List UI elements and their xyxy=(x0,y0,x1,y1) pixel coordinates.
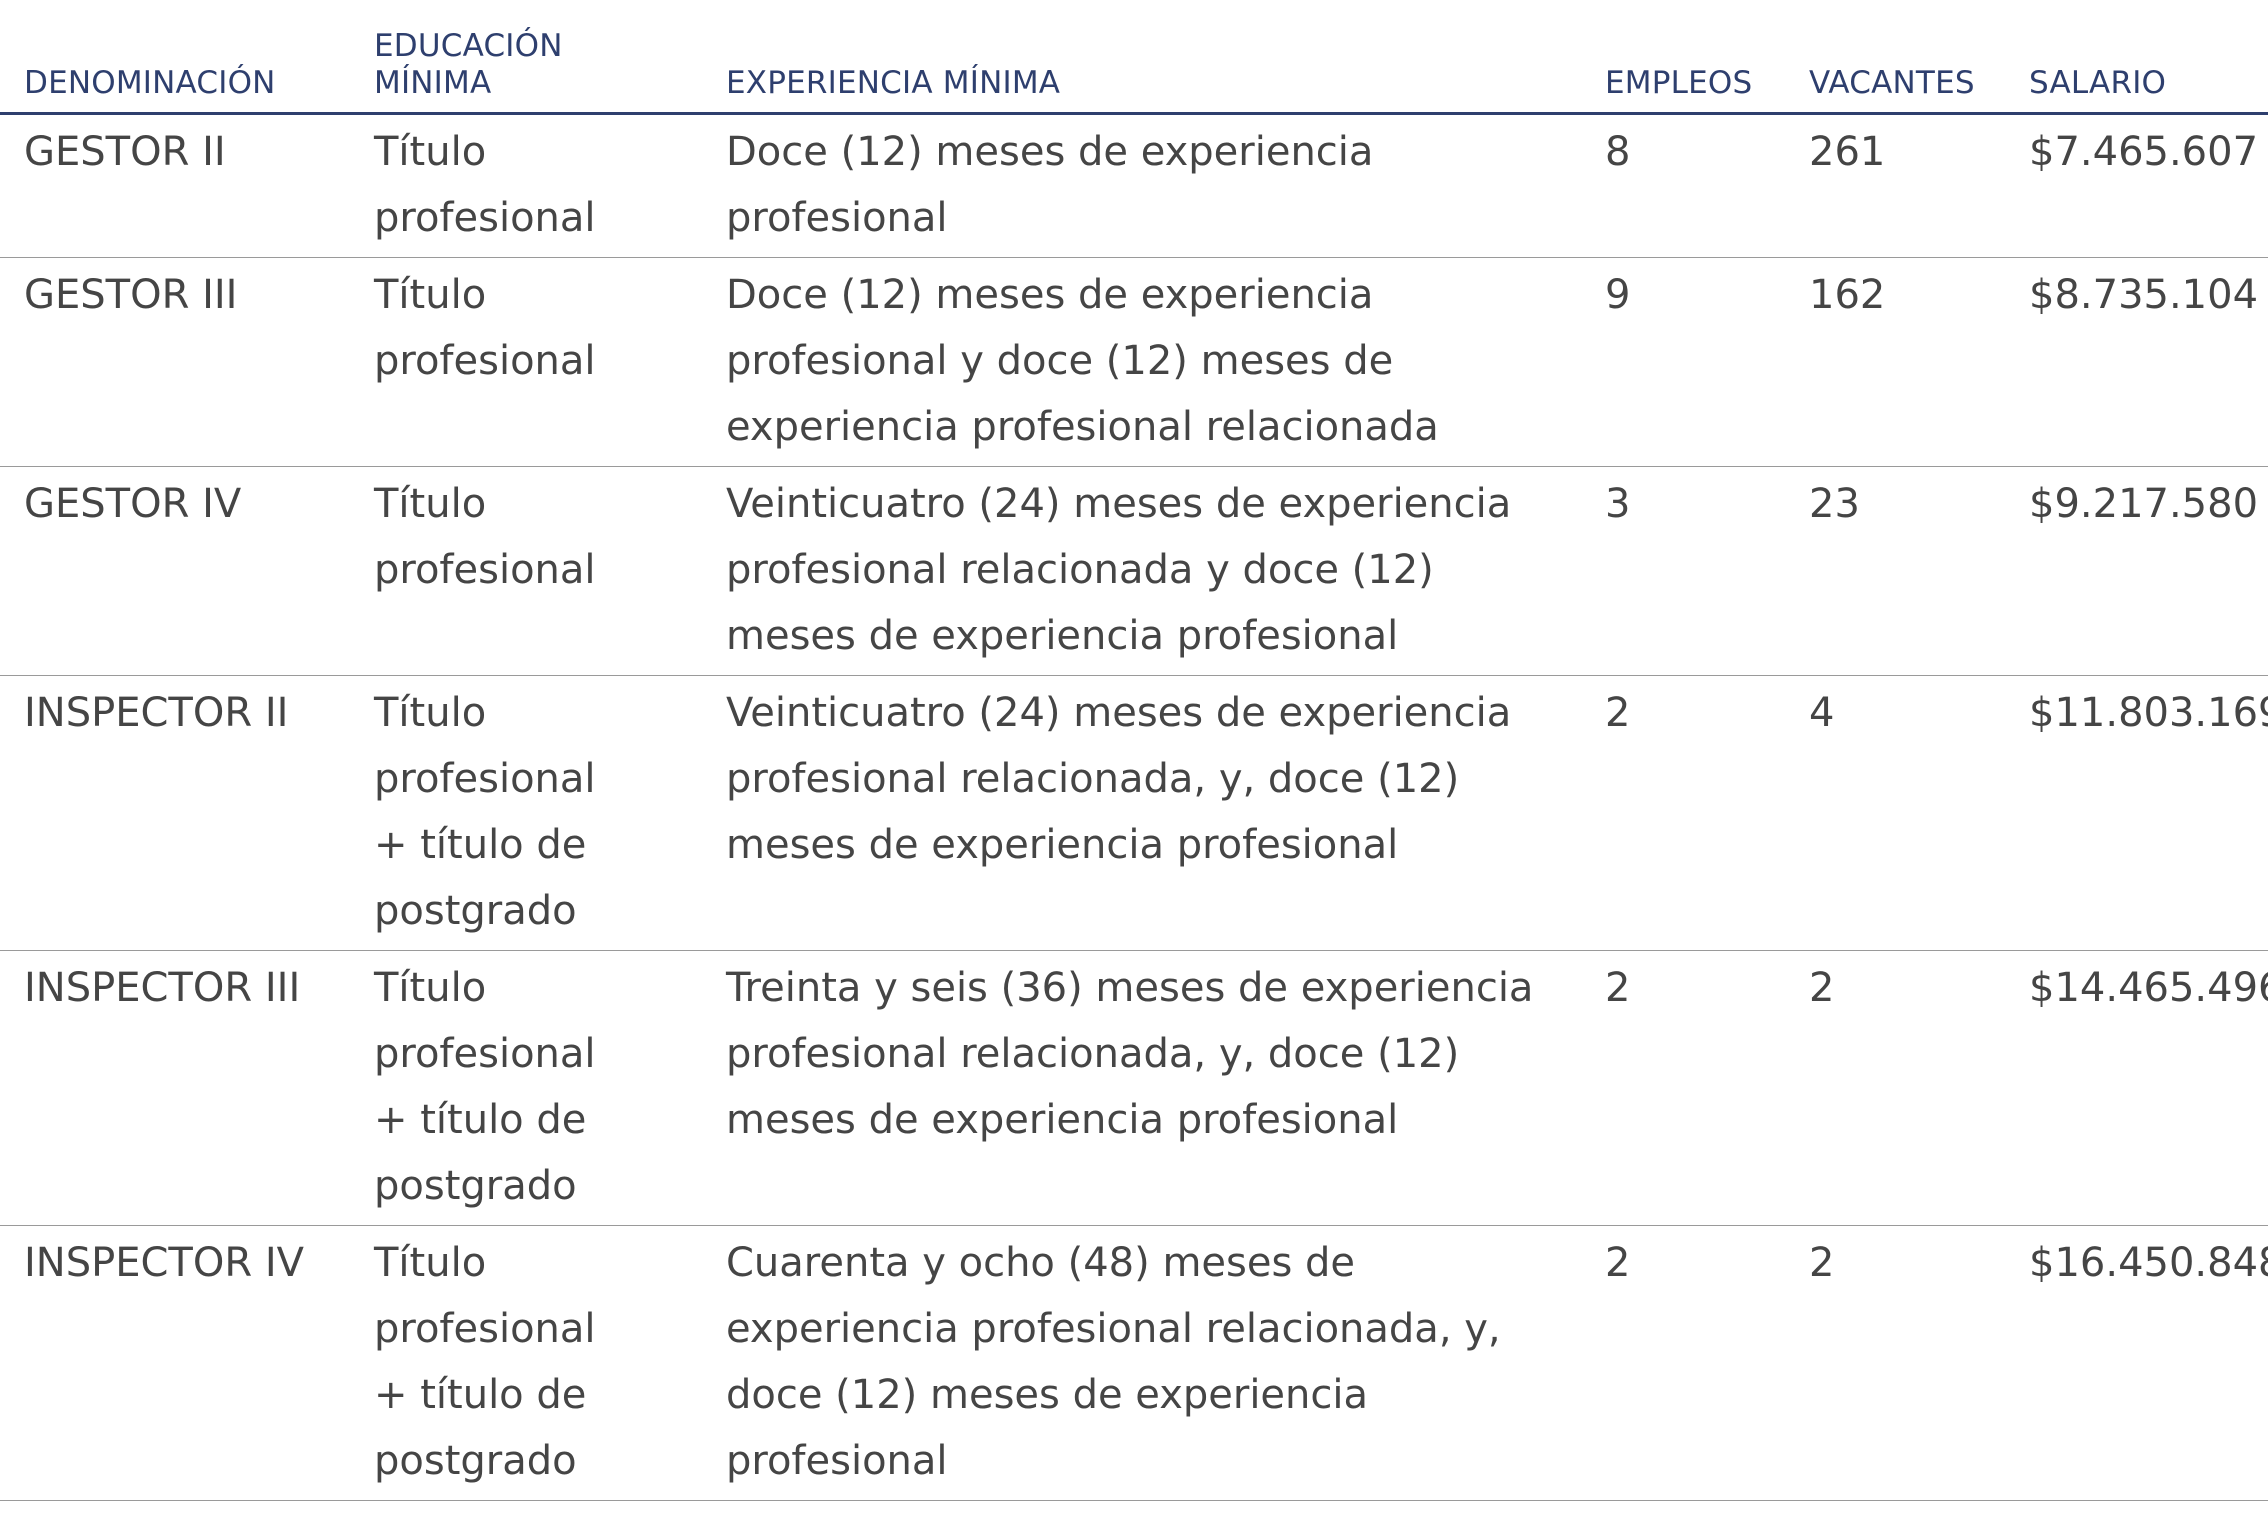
cell-educacion-text: Título profesional xyxy=(374,272,596,384)
cell-empleos: 2 xyxy=(1581,1225,1785,1501)
positions-table-container: DENOMINACIÓN EDUCACIÓN MÍNIMA EXPERIENCI… xyxy=(0,0,2268,1501)
cell-vacantes: 23 xyxy=(1785,466,2005,676)
cell-vacantes: 2 xyxy=(1785,950,2005,1226)
cell-experiencia: Doce (12) meses de experiencia profesion… xyxy=(726,113,1581,258)
cell-educacion-text: Título profesional + título de postgrado xyxy=(374,1240,596,1484)
table-row: GESTOR II Título profesional Doce (12) m… xyxy=(0,113,2268,258)
cell-denominacion: GESTOR II xyxy=(0,113,374,258)
table-row: GESTOR IV Título profesional Veinticuatr… xyxy=(0,466,2268,676)
cell-vacantes: 2 xyxy=(1785,1225,2005,1501)
header-row: DENOMINACIÓN EDUCACIÓN MÍNIMA EXPERIENCI… xyxy=(0,0,2268,115)
cell-experiencia: Treinta y seis (36) meses de experiencia… xyxy=(726,950,1581,1226)
cell-educacion-text: Título profesional xyxy=(374,481,596,593)
cell-empleos: 2 xyxy=(1581,950,1785,1226)
cell-experiencia: Cuarenta y ocho (48) meses de experienci… xyxy=(726,1225,1581,1501)
cell-vacantes: 4 xyxy=(1785,675,2005,951)
table-row: INSPECTOR III Título profesional + títul… xyxy=(0,950,2268,1226)
cell-experiencia-text: Veinticuatro (24) meses de experiencia p… xyxy=(726,481,1512,659)
header-vacantes: VACANTES xyxy=(1785,0,2005,115)
header-empleos: EMPLEOS xyxy=(1581,0,1785,115)
cell-salario: $8.735.104 xyxy=(2005,257,2268,467)
cell-salario: $11.803.169 xyxy=(2005,675,2268,951)
cell-empleos: 9 xyxy=(1581,257,1785,467)
cell-educacion: Título profesional xyxy=(374,466,726,676)
cell-educacion: Título profesional + título de postgrado xyxy=(374,675,726,951)
table-row: GESTOR III Título profesional Doce (12) … xyxy=(0,257,2268,467)
cell-vacantes: 162 xyxy=(1785,257,2005,467)
cell-denominacion: INSPECTOR III xyxy=(0,950,374,1226)
cell-salario: $7.465.607 xyxy=(2005,113,2268,258)
cell-educacion: Título profesional + título de postgrado xyxy=(374,1225,726,1501)
positions-table: DENOMINACIÓN EDUCACIÓN MÍNIMA EXPERIENCI… xyxy=(0,0,2268,1501)
cell-denominacion: GESTOR IV xyxy=(0,466,374,676)
cell-denominacion: INSPECTOR IV xyxy=(0,1225,374,1501)
header-educacion-label: EDUCACIÓN MÍNIMA xyxy=(374,28,563,101)
cell-experiencia-text: Doce (12) meses de experiencia profesion… xyxy=(726,272,1439,450)
cell-educacion-text: Título profesional + título de postgrado xyxy=(374,690,596,934)
cell-experiencia-text: Doce (12) meses de experiencia profesion… xyxy=(726,129,1374,241)
cell-educacion-text: Título profesional xyxy=(374,129,596,241)
header-educacion: EDUCACIÓN MÍNIMA xyxy=(374,0,726,115)
cell-educacion: Título profesional xyxy=(374,113,726,258)
cell-salario: $16.450.848 xyxy=(2005,1225,2268,1501)
header-salario: SALARIO xyxy=(2005,0,2268,115)
cell-experiencia-text: Veinticuatro (24) meses de experiencia p… xyxy=(726,690,1512,868)
cell-educacion: Título profesional xyxy=(374,257,726,467)
table-row: INSPECTOR IV Título profesional + título… xyxy=(0,1225,2268,1501)
cell-vacantes: 261 xyxy=(1785,113,2005,258)
cell-denominacion: INSPECTOR II xyxy=(0,675,374,951)
cell-empleos: 8 xyxy=(1581,113,1785,258)
cell-empleos: 2 xyxy=(1581,675,1785,951)
cell-salario: $9.217.580 xyxy=(2005,466,2268,676)
cell-salario: $14.465.496 xyxy=(2005,950,2268,1226)
cell-experiencia: Veinticuatro (24) meses de experiencia p… xyxy=(726,675,1581,951)
cell-experiencia: Doce (12) meses de experiencia profesion… xyxy=(726,257,1581,467)
cell-experiencia-text: Treinta y seis (36) meses de experiencia… xyxy=(726,965,1534,1143)
cell-empleos: 3 xyxy=(1581,466,1785,676)
cell-experiencia: Veinticuatro (24) meses de experiencia p… xyxy=(726,466,1581,676)
table-body: GESTOR II Título profesional Doce (12) m… xyxy=(0,113,2268,1501)
cell-denominacion: GESTOR III xyxy=(0,257,374,467)
cell-educacion-text: Título profesional + título de postgrado xyxy=(374,965,596,1209)
cell-experiencia-text: Cuarenta y ocho (48) meses de experienci… xyxy=(726,1240,1501,1484)
header-experiencia: EXPERIENCIA MÍNIMA xyxy=(726,0,1581,115)
cell-educacion: Título profesional + título de postgrado xyxy=(374,950,726,1226)
table-row: INSPECTOR II Título profesional + título… xyxy=(0,675,2268,951)
table-header: DENOMINACIÓN EDUCACIÓN MÍNIMA EXPERIENCI… xyxy=(0,0,2268,115)
header-denominacion: DENOMINACIÓN xyxy=(0,0,374,115)
